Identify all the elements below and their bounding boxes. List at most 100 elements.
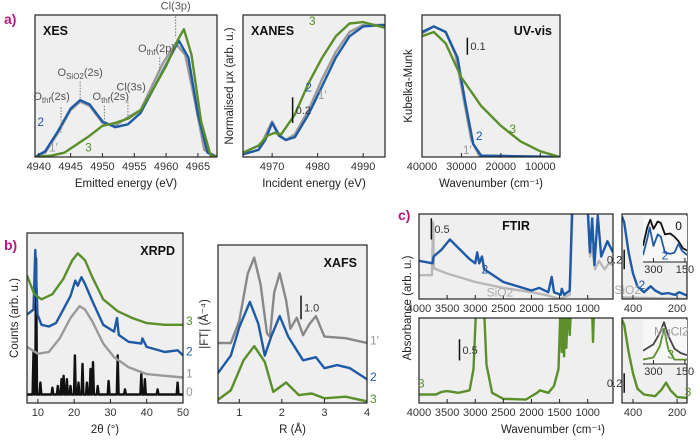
curve-label: 0 bbox=[186, 385, 193, 399]
series-line-3 bbox=[622, 319, 687, 400]
series-line-1 bbox=[27, 304, 183, 379]
x-tick-label: 4990 bbox=[351, 161, 375, 173]
x-tick-label: 1 bbox=[236, 407, 242, 419]
x-tick-label: 3 bbox=[321, 407, 327, 419]
plot-background bbox=[422, 15, 560, 157]
curve-label: 0 bbox=[675, 219, 682, 233]
plot-frame bbox=[242, 14, 386, 158]
series-line-2 bbox=[243, 23, 385, 156]
series-group bbox=[422, 25, 560, 157]
curve-label: 2 bbox=[476, 129, 483, 143]
curve-label: 3 bbox=[418, 377, 425, 391]
x-axis-label: Wavenumber (cm⁻¹) bbox=[439, 178, 543, 190]
series-line-3 bbox=[422, 30, 560, 157]
plot-frame bbox=[418, 213, 614, 300]
curve-label: 1′ bbox=[49, 140, 59, 154]
x-tick-label: 2500 bbox=[491, 407, 515, 419]
curve-label: 3 bbox=[370, 392, 377, 406]
curve-label: 1 bbox=[186, 367, 193, 381]
y-axis-label: Absorbance (arb. u.) bbox=[402, 255, 414, 360]
x-tick-label: 4 bbox=[364, 407, 370, 419]
x-tick-label: 4955 bbox=[122, 161, 146, 173]
series-line-1′ bbox=[218, 256, 367, 345]
curve-label: 2 bbox=[186, 344, 193, 358]
chart-title: FTIR bbox=[502, 219, 530, 233]
plot-frame bbox=[34, 14, 218, 158]
x-axis-label: Incident energy (eV) bbox=[262, 178, 366, 190]
chart-uvvis: 40000 30000 20000 10000 0.1 21′ 3 UV-vis Wavenum… bbox=[403, 14, 561, 190]
y-axis-label: Counts (arb. u.) bbox=[9, 278, 21, 358]
annotation-tail: (2s) bbox=[110, 91, 129, 103]
chart-ftir-top-inset: 300 150 0 2 bbox=[643, 216, 694, 276]
curve-label: 3 bbox=[667, 348, 674, 362]
curve-label: 2 bbox=[638, 278, 645, 292]
curve-label: 2 bbox=[481, 263, 488, 277]
x-tick-label: 4980 bbox=[305, 161, 329, 173]
plot-background bbox=[27, 233, 183, 403]
scale-bar-label: 1.0 bbox=[304, 302, 319, 314]
annotation-main: O bbox=[58, 67, 67, 79]
plot-frame bbox=[418, 317, 614, 404]
series-line-2 bbox=[643, 226, 687, 256]
annotation-label: OSiO2(2s) bbox=[58, 67, 103, 81]
annotation-label: Othf(2p) bbox=[138, 43, 175, 57]
annotation-main: O bbox=[138, 43, 147, 55]
series-line-3 bbox=[419, 318, 595, 401]
curve-label: 1′ bbox=[370, 334, 380, 348]
x-tick-label: 20000 bbox=[486, 161, 517, 173]
series-line-2 bbox=[27, 248, 183, 357]
annotation-label: Cl(3s) bbox=[116, 81, 145, 93]
x-axis-label: 2θ (°) bbox=[91, 424, 119, 436]
series-group bbox=[643, 218, 687, 256]
curve-label: 2 bbox=[305, 81, 312, 95]
series-line-2 bbox=[422, 25, 560, 157]
plot-frame bbox=[421, 14, 561, 158]
x-tick-label: 30000 bbox=[446, 161, 477, 173]
y-axis-label: Kubelka-Munk bbox=[403, 49, 415, 123]
curve-label: 1′ bbox=[463, 143, 473, 157]
y-axis-label: Normalised μx (arb. u.) bbox=[224, 27, 236, 144]
x-tick-label: 4000 bbox=[407, 407, 431, 419]
curve-label: SiO2 bbox=[487, 285, 514, 299]
chart-ftir-top-main: 4000 3500 3000 2500 2000 1500 1000 0.5 2 SiO2 bbox=[407, 213, 614, 315]
curve-label: 3 bbox=[186, 314, 193, 328]
series-group bbox=[243, 20, 385, 156]
x-tick-label: 4000 bbox=[407, 303, 431, 315]
y-axis-label: |FT| (Å⁻⁴) bbox=[198, 299, 211, 349]
x-axis-label: Wavenumber (cm⁻¹) bbox=[501, 424, 605, 436]
x-tick-label: 3500 bbox=[435, 407, 459, 419]
x-axis-label: R (Å) bbox=[279, 423, 306, 436]
inset-background bbox=[643, 216, 687, 262]
annotation-sub: thf bbox=[42, 96, 52, 105]
x-tick-label: 150 bbox=[676, 366, 694, 378]
scale-bar-label: 0.2 bbox=[296, 105, 311, 117]
x-tick-label: 4945 bbox=[58, 161, 82, 173]
series-group bbox=[419, 318, 595, 401]
x-tick-label: 40000 bbox=[407, 161, 438, 173]
series-line-2 bbox=[419, 214, 613, 296]
chart-ftir-bottom-main: 4000 3500 3000 2500 2000 1500 1000 0.5 3 bbox=[407, 317, 614, 419]
annotation-tail: (2s) bbox=[51, 91, 70, 103]
x-tick-label: 200 bbox=[668, 303, 686, 315]
series-line-0 bbox=[27, 257, 183, 396]
curve-label: 3 bbox=[685, 385, 692, 399]
series-group bbox=[27, 248, 183, 396]
x-tick-label: 4965 bbox=[186, 161, 210, 173]
x-tick-label: 10 bbox=[32, 407, 44, 419]
chart-title: XANES bbox=[251, 24, 294, 38]
curve-label: 3 bbox=[85, 140, 92, 154]
plot-frame bbox=[26, 232, 184, 404]
annotation-tail: (2p) bbox=[155, 43, 175, 55]
x-tick-label: 150 bbox=[676, 264, 694, 276]
series-line-0 bbox=[643, 218, 687, 252]
annotation-sub: thf bbox=[101, 96, 111, 105]
series-line-3 bbox=[218, 344, 367, 403]
x-tick-label: 4940 bbox=[27, 161, 51, 173]
x-tick-label: 2 bbox=[279, 407, 285, 419]
annotation-sub: thf bbox=[147, 48, 157, 57]
series-group bbox=[643, 321, 687, 361]
series-line-3 bbox=[35, 28, 217, 157]
scale-bar-label: 0.5 bbox=[434, 224, 449, 236]
